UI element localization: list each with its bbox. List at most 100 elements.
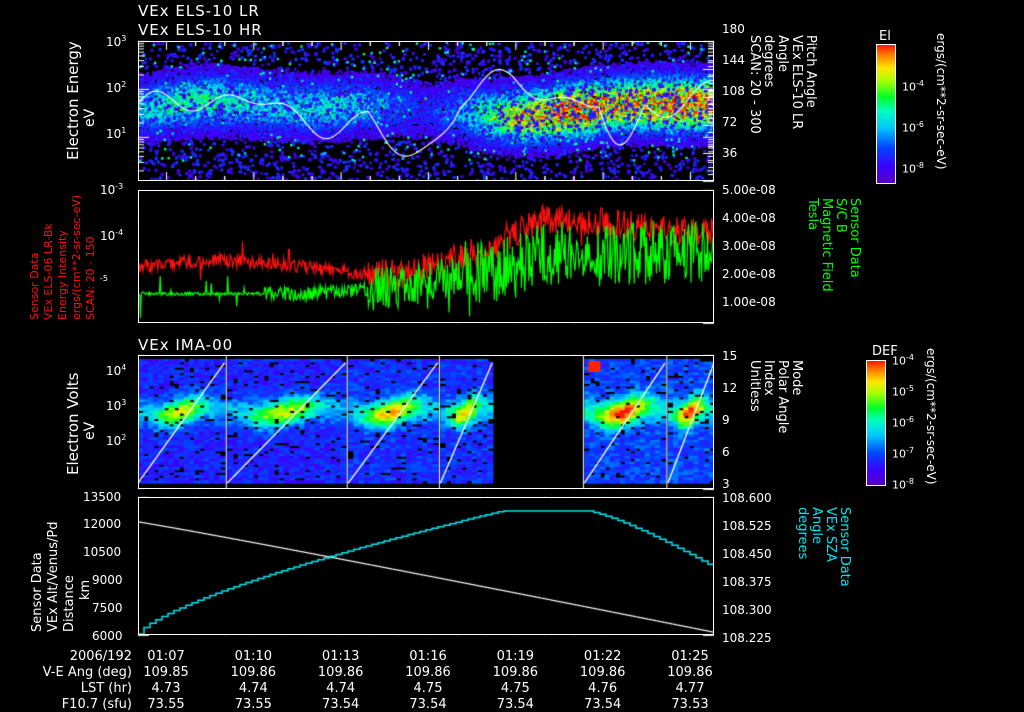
table-time-1: 01:10: [234, 649, 273, 664]
panel4-ylabel-2: VEx Alt/Venus/Pd: [46, 521, 61, 632]
panel2-y2tick-3: 2.00e-08: [722, 267, 776, 281]
panel1-y2tick-1: 144: [722, 53, 745, 67]
panel3-ylabel: Electron Volts: [64, 372, 82, 475]
table-lst-2: 4.74: [326, 681, 356, 696]
table-lst-6: 4.77: [675, 681, 705, 696]
panel4-y2tick-0: 108.600: [722, 491, 772, 505]
panel3-y2tick-2: 9: [722, 413, 730, 427]
panel4-y2tick-5: 108.225: [722, 631, 772, 645]
panel1-y2label-4: degrees: [761, 35, 776, 88]
table-time-5: 01:22: [583, 649, 622, 664]
table-lst-0: 4.73: [151, 681, 181, 696]
panel4-ytick-2: 10500: [83, 545, 122, 559]
panel4-y2tick-3: 108.375: [722, 575, 772, 589]
panel4-y2label-3: Angle: [809, 507, 824, 544]
panel4-ytick-5: 6000: [92, 629, 123, 643]
panel3-ytick-1: 103: [106, 398, 127, 413]
panel2-frame: [138, 190, 714, 323]
colorbar1-tick-2: 10-8: [902, 161, 924, 176]
colorbar2-name: DEF: [872, 344, 898, 359]
panel1-y2tick-4: 36: [722, 146, 738, 160]
colorbar1-units: ergs/(cm**2-sr-sec-eV): [934, 33, 948, 170]
table-f107-2: 73.54: [322, 697, 360, 712]
panel3-plot: [138, 355, 714, 489]
table-lst-3: 4.75: [413, 681, 443, 696]
table-time-6: 01:25: [671, 649, 709, 664]
table-date-label: 2006/192: [69, 649, 132, 664]
panel2-ylabel-1: Sensor Data: [28, 252, 41, 320]
panel3-y2tick-0: 15: [722, 349, 738, 363]
panel3-title: VEx IMA-00: [138, 336, 234, 354]
panel1-y2label-1: Pitch Angle: [803, 35, 818, 108]
table-f107-6: 73.53: [671, 697, 709, 712]
panel4-ylabel-4: km: [78, 579, 93, 600]
table-ve-ang-3: 109.86: [405, 665, 451, 680]
panel1-ytick-1: 102: [106, 80, 127, 95]
panel4-y2tick-2: 108.450: [722, 547, 772, 561]
table-row-label-0: V-E Ang (deg): [42, 665, 132, 680]
panel1-y2label-2: VEx ELS-10 LR: [789, 35, 804, 130]
panel1-title-hr: VEx ELS-10 HR: [138, 21, 263, 39]
panel4-ylabel-1: Sensor Data: [30, 552, 45, 632]
table-ve-ang-2: 109.86: [317, 665, 364, 680]
panel1-ylabel: Electron Energy: [64, 41, 82, 160]
colorbar2-units: ergs/(cm**2-sr-sec-eV): [924, 348, 938, 485]
panel4-ytick-4: 7500: [92, 601, 123, 615]
table-time-0: 01:07: [147, 649, 185, 664]
table-lst-1: 4.74: [238, 681, 268, 696]
panel4-y2label-4: degrees: [795, 507, 810, 560]
panel2-ylabel-3: Energy Intensity: [56, 230, 69, 320]
colorbar1-tick-1: 10-6: [902, 120, 924, 135]
panel3-y2label-1: Mode: [789, 360, 804, 396]
table-f107-3: 73.54: [409, 697, 447, 712]
panel4-y2tick-1: 108.525: [722, 519, 772, 533]
panel4-ylabel-3: Distance: [62, 575, 77, 632]
table-time-2: 01:13: [321, 649, 360, 664]
table-ve-ang-5: 109.86: [579, 665, 626, 680]
panel4-ytick-0: 13500: [83, 490, 122, 504]
colorbar2-gradient: [866, 360, 886, 486]
panel2-y2label-3: Magnetic Field: [819, 198, 834, 292]
panel2-y2label-1: Sensor Data: [847, 198, 862, 278]
panel3-y2label-4: Unitless: [747, 360, 762, 412]
table-f107-1: 73.55: [234, 697, 272, 712]
colorbar2-tick-1: 10-5: [892, 384, 914, 399]
panel2-ylabel-2: VEx ELS-06 LR-Bk: [42, 223, 55, 320]
panel1-frame: [138, 41, 714, 181]
panel3-ytick-0: 104: [106, 363, 127, 378]
table-ve-ang-4: 109.86: [492, 665, 539, 680]
panel1-ytick-2: 101: [106, 126, 127, 141]
colorbar1-name: El: [879, 29, 891, 44]
table-ve-ang-6: 109.86: [667, 665, 713, 680]
colorbar1-gradient: [876, 44, 896, 184]
panel2-y2label-2: S/C B: [833, 198, 848, 233]
panel2-y2tick-0: 5.00e-08: [722, 183, 776, 197]
panel2-y2tick-4: 1.00e-08: [722, 295, 776, 309]
panel4-plot: [138, 497, 714, 635]
panel1-y2tick-3: 72: [722, 115, 738, 129]
colorbar2-tick-2: 10-6: [892, 415, 914, 430]
panel2-ytick-1: 10-4: [100, 228, 124, 243]
table-ve-ang-0: 109.85: [143, 665, 189, 680]
colorbar2-tick-4: 10-8: [892, 477, 914, 492]
colorbar2-tick-0: 10-4: [892, 353, 914, 368]
panel2-ylabel-5: SCAN: 20 - 150: [84, 236, 97, 320]
panel3-yunits: eV: [82, 421, 98, 440]
panel1-y2tick-2: 108: [722, 84, 745, 98]
panel1-y2label-3: Angle: [775, 35, 790, 72]
panel3-y2tick-4: 3: [722, 477, 730, 491]
panel3-frame: [138, 355, 714, 489]
panel1-yunits: eV: [82, 108, 98, 127]
colorbar2-tick-3: 10-7: [892, 446, 914, 461]
panel4-y2tick-4: 108.300: [722, 603, 772, 617]
panel2-ytick-2: -5: [100, 274, 108, 283]
panel1-y2label-5: SCAN: 20 - 300: [747, 35, 762, 134]
colorbar1-tick-0: 10-4: [902, 79, 924, 94]
panel2-y2tick-1: 4.00e-08: [722, 211, 776, 225]
panel4-frame: [138, 497, 714, 635]
panel3-y2label-2: Polar Angle: [775, 360, 790, 434]
panel4-y2label-2: VEx SZA: [823, 507, 838, 562]
table-lst-5: 4.76: [588, 681, 618, 696]
panel4-y2label-1: Sensor Data: [837, 507, 852, 587]
